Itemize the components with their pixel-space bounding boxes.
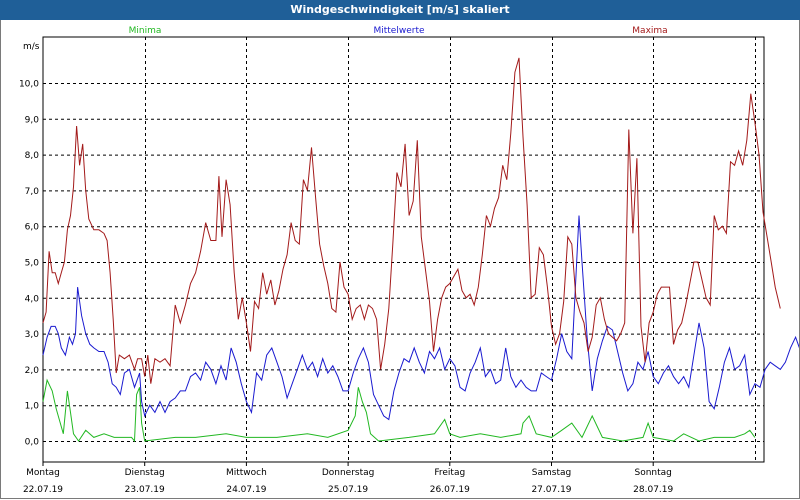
legend-min: Minima xyxy=(129,26,162,36)
series-min-line xyxy=(42,378,756,443)
y-tick-label: 9,0 xyxy=(25,115,40,125)
x-tick-day: Samstag xyxy=(532,468,571,478)
y-tick-label: 5,0 xyxy=(25,259,40,269)
y-tick-label: 3,0 xyxy=(25,330,40,340)
y-tick-label: 4,0 xyxy=(25,294,40,304)
x-tick-day: Donnerstag xyxy=(322,468,375,478)
x-tick-date: 22.07.19 xyxy=(23,485,63,495)
x-tick-date: 25.07.19 xyxy=(328,485,368,495)
x-tick-date: 28.07.19 xyxy=(633,485,673,495)
series-max-line xyxy=(42,57,781,384)
chart-frame: 0,0 1,0 2,0 3,0 4,0 5,0 6,0 7,0 8,0 9,0 10,0 m/s Mon… xyxy=(0,20,800,499)
legend-max: Maxima xyxy=(632,26,667,36)
x-tick-day: Montag xyxy=(26,468,60,478)
x-tick-date: 27.07.19 xyxy=(531,485,571,495)
y-tick-label: 1,0 xyxy=(25,402,40,412)
plot-area xyxy=(42,36,765,463)
y-tick-label: 2,0 xyxy=(25,366,40,376)
x-tick-date: 24.07.19 xyxy=(226,485,266,495)
y-tick-label: 7,0 xyxy=(25,187,40,197)
y-tick-label: 10,0 xyxy=(19,80,39,90)
x-tick-day: Mittwoch xyxy=(226,468,267,478)
x-tick-day: Dienstag xyxy=(125,468,165,478)
x-tick-day: Sonntag xyxy=(635,468,672,478)
y-tick-label: 6,0 xyxy=(25,223,40,233)
y-tick-label: 0,0 xyxy=(25,438,40,448)
y-unit-label: m/s xyxy=(23,42,40,52)
y-tick-label: 8,0 xyxy=(25,151,40,161)
x-tick-day: Freitag xyxy=(434,468,465,478)
series-mean-line xyxy=(42,215,799,421)
x-tick-date: 26.07.19 xyxy=(430,485,470,495)
legend-mean: Mittelwerte xyxy=(373,26,424,36)
window-title: Windgeschwindigkeit [m/s] skaliert xyxy=(0,0,800,20)
x-tick-date: 23.07.19 xyxy=(125,485,165,495)
wind-speed-chart: 0,0 1,0 2,0 3,0 4,0 5,0 6,0 7,0 8,0 9,0 10,0 m/s Mon… xyxy=(19,26,799,495)
